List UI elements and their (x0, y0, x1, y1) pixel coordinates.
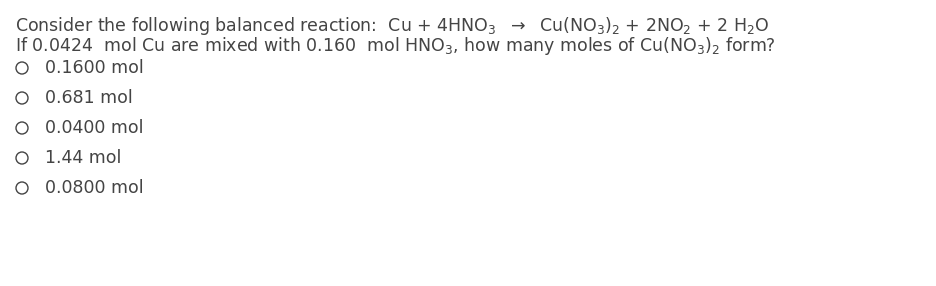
Text: 0.1600 mol: 0.1600 mol (45, 59, 144, 77)
Text: 1.44 mol: 1.44 mol (45, 149, 122, 167)
Text: 0.0400 mol: 0.0400 mol (45, 119, 143, 137)
Text: 0.681 mol: 0.681 mol (45, 89, 133, 107)
Text: If 0.0424  mol Cu are mixed with 0.160  mol HNO$_3$, how many moles of Cu(NO$_3$: If 0.0424 mol Cu are mixed with 0.160 mo… (15, 35, 776, 57)
Text: 0.0800 mol: 0.0800 mol (45, 179, 143, 197)
Text: Consider the following balanced reaction:  Cu + 4HNO$_3$  $\rightarrow$  Cu(NO$_: Consider the following balanced reaction… (15, 15, 769, 37)
